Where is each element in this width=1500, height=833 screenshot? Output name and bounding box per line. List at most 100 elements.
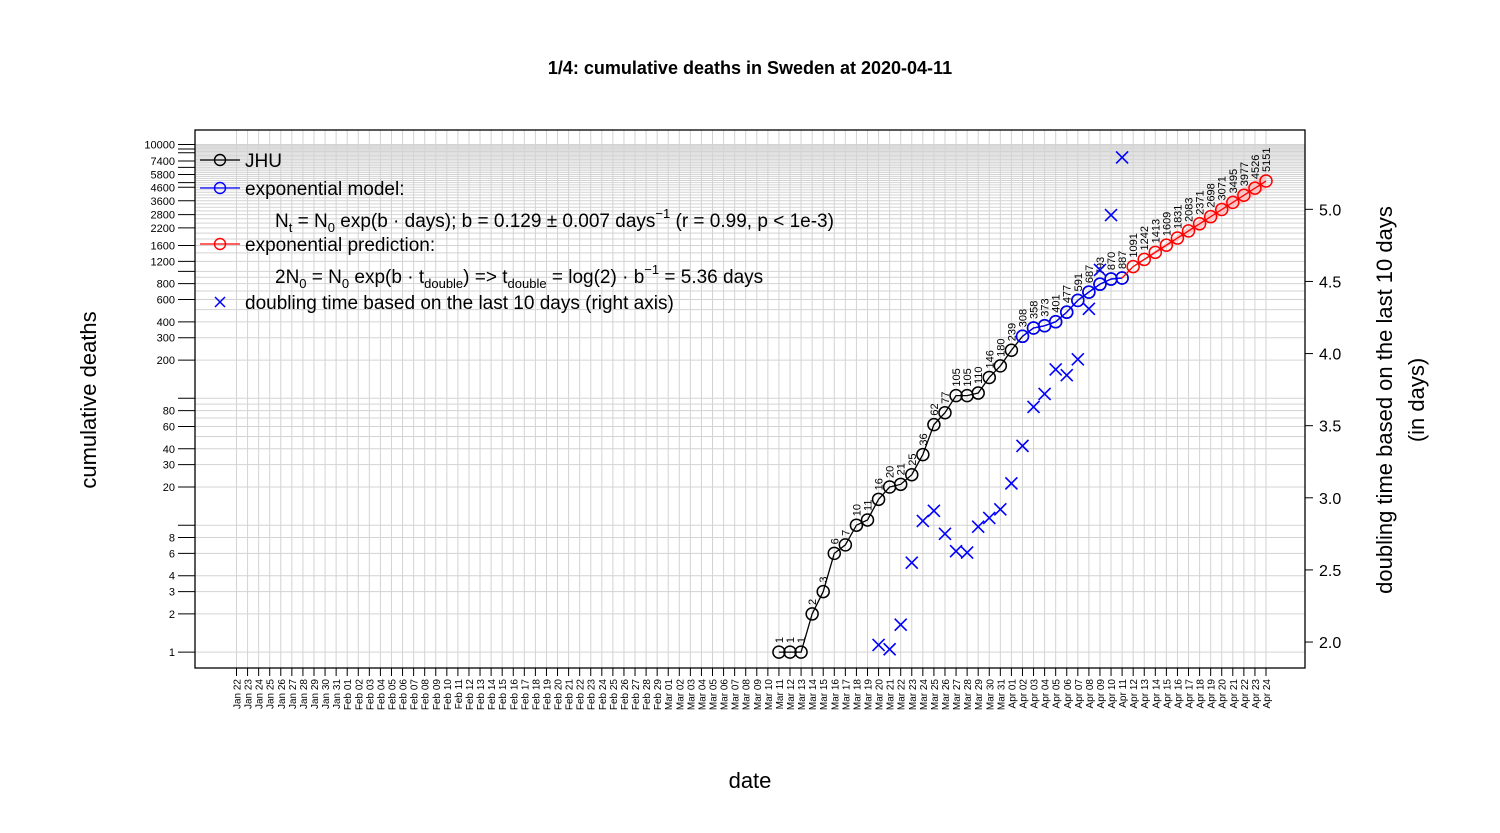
- x-tick-label: Feb 01: [343, 679, 354, 711]
- x-tick-label: Mar 17: [841, 679, 852, 711]
- data-label: 1242: [1139, 226, 1151, 250]
- doubling-cross-stroke: [1115, 150, 1129, 164]
- chart-title: 1/4: cumulative deaths in Sweden at 2020…: [548, 58, 952, 78]
- y-tick-label: 3600: [151, 196, 175, 208]
- data-label: 105: [962, 368, 974, 386]
- x-tick-label: Mar 03: [686, 679, 697, 711]
- doubling-cross-stroke: [1082, 302, 1096, 316]
- jhu-point: [905, 467, 919, 482]
- x-tick-label: Mar 04: [697, 679, 708, 711]
- x-tick-label: Jan 24: [255, 679, 266, 709]
- legend-prediction-formula: 2N0 = N0 exp(b · tdouble) => tdouble = l…: [275, 262, 763, 291]
- doubling-time-point: [883, 642, 897, 656]
- legend-jhu-label: JHU: [245, 151, 282, 172]
- x-tick-label: Feb 10: [443, 679, 454, 711]
- jhu-point: [893, 477, 908, 492]
- jhu-point: [772, 645, 786, 659]
- doubling-cross-stroke: [871, 638, 886, 652]
- axes: 1 2 3 4 6 8 20 30 40 60 80 200 300 400 600 800 1200 1600 2…: [144, 129, 1341, 711]
- jhu-point: [993, 359, 1008, 373]
- data-label: 6: [829, 538, 841, 544]
- data-label: 146: [984, 350, 996, 368]
- y-tick-label: 6: [169, 548, 175, 560]
- data-label: 1413: [1150, 219, 1162, 243]
- data-label: 77: [940, 391, 952, 403]
- x-tick-label: Feb 11: [454, 679, 465, 710]
- x-tick-label: Mar 12: [786, 679, 797, 711]
- data-label: 180: [995, 339, 1007, 357]
- y-tick-label: 40: [163, 444, 175, 456]
- y2-axis-title-line2: (in days): [1404, 358, 1429, 442]
- x-tick-label: Mar 10: [764, 679, 775, 711]
- doubling-cross-stroke: [1004, 476, 1018, 490]
- x-tick-label: Feb 08: [421, 679, 432, 711]
- x-tick-label: Apr 22: [1240, 679, 1251, 709]
- prediction-point: [1148, 245, 1163, 260]
- x-axis-title: date: [729, 768, 772, 793]
- x-tick-label: Mar 15: [819, 679, 830, 711]
- x-tick-label: Mar 23: [908, 679, 919, 711]
- data-label: 1: [785, 637, 797, 643]
- model-point: [1115, 271, 1129, 285]
- doubling-cross-stroke: [938, 527, 952, 541]
- prediction-point: [1203, 209, 1218, 224]
- x-tick-label: Feb 14: [487, 679, 498, 711]
- x-tick-label: Mar 14: [808, 679, 819, 711]
- x-tick-label: Apr 07: [1074, 679, 1085, 709]
- doubling-cross-stroke: [949, 544, 963, 558]
- x-tick-label: Feb 20: [554, 679, 565, 711]
- doubling-time-point: [1093, 263, 1107, 277]
- prediction-point: [1237, 188, 1251, 203]
- data-label: 373: [1040, 298, 1052, 316]
- x-tick-label: Jan 31: [332, 679, 343, 709]
- y-tick-label: 80: [163, 406, 175, 418]
- x-tick-label: Feb 25: [609, 679, 620, 711]
- x-tick-label: Apr 21: [1229, 679, 1240, 709]
- data-label: 2083: [1184, 197, 1196, 221]
- data-label: 1831: [1172, 205, 1184, 229]
- doubling-time-point: [1004, 476, 1018, 490]
- x-tick-label: Feb 09: [432, 679, 443, 711]
- legend-jhu-marker: [213, 153, 227, 167]
- legend-model-formula: Nt = N0 exp(b · days); b = 0.129 ± 0.007…: [275, 206, 834, 235]
- plot-frame: [194, 129, 1306, 669]
- y-tick-label: 200: [157, 355, 175, 367]
- x-tick-label: Feb 16: [509, 679, 520, 711]
- doubling-cross-stroke: [1026, 400, 1041, 414]
- data-label: 1091: [1128, 233, 1140, 257]
- data-label: 105: [951, 368, 963, 386]
- x-tick-label: Mar 13: [797, 679, 808, 711]
- y2-tick-label: 2.0: [1319, 635, 1341, 652]
- data-label: 62: [929, 403, 941, 415]
- model-point: [1104, 272, 1118, 286]
- doubling-time-point: [905, 556, 919, 570]
- x-tick-label: Apr 02: [1018, 679, 1029, 709]
- data-label: 887: [1117, 251, 1129, 269]
- y2-tick-label: 4.0: [1319, 347, 1341, 364]
- y2-tick-label: 2.5: [1319, 563, 1341, 580]
- x-tick-label: Mar 02: [675, 679, 686, 711]
- x-tick-label: Apr 18: [1196, 679, 1207, 709]
- data-label: 2698: [1206, 183, 1218, 207]
- doubling-cross-stroke: [905, 556, 919, 570]
- x-tick-label: Apr 20: [1218, 679, 1229, 709]
- x-tick-label: Mar 20: [875, 679, 886, 711]
- x-tick-label: Apr 12: [1129, 679, 1140, 709]
- jhu-point: [871, 492, 886, 507]
- legend-prediction-marker: [213, 237, 227, 251]
- data-label: 110: [973, 367, 985, 385]
- x-tick-label: Apr 23: [1251, 679, 1262, 709]
- doubling-cross-stroke: [1071, 352, 1085, 366]
- data-label: 25: [907, 453, 919, 465]
- x-tick-label: Mar 08: [742, 679, 753, 711]
- doubling-cross-stroke: [960, 546, 974, 560]
- x-tick-label: Feb 06: [399, 679, 410, 711]
- prediction-point: [1181, 224, 1196, 238]
- legend-doubling-marker: [214, 296, 226, 308]
- x-tick-label: Mar 27: [952, 679, 963, 711]
- x-tick-label: Apr 08: [1085, 679, 1096, 709]
- x-tick-label: Apr 19: [1207, 679, 1218, 709]
- y-tick-label: 2200: [151, 223, 175, 235]
- jhu-point: [783, 645, 797, 659]
